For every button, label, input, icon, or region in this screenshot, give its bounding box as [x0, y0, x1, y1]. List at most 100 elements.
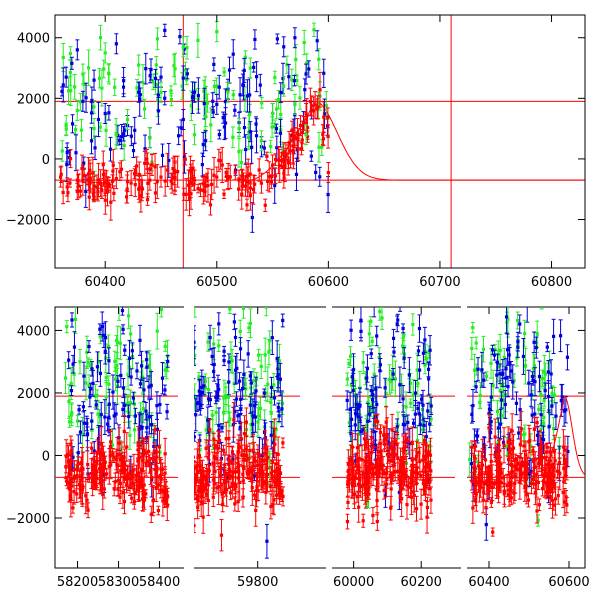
blue-point [238, 404, 243, 415]
data-point [274, 127, 279, 131]
data-point [155, 179, 159, 184]
red-point [145, 193, 150, 206]
data-point [133, 490, 137, 495]
data-point [72, 372, 76, 376]
data-point [162, 488, 166, 493]
data-point [315, 39, 319, 43]
data-point [238, 329, 242, 334]
data-point [92, 468, 96, 472]
data-point [254, 75, 259, 79]
data-point [262, 146, 266, 150]
data-point [84, 381, 88, 385]
data-point [81, 178, 85, 182]
data-point [85, 432, 90, 436]
data-point [205, 101, 210, 105]
data-point [217, 85, 221, 89]
data-point [74, 151, 78, 155]
data-point [254, 389, 258, 393]
data-point [161, 499, 165, 503]
y-tick-label: −2000 [6, 214, 50, 229]
data-point [272, 383, 276, 387]
data-point [120, 135, 124, 139]
red-point [165, 153, 170, 188]
data-point [98, 335, 102, 339]
blue-sample-point [203, 130, 208, 152]
data-point [71, 506, 75, 510]
data-point [121, 386, 126, 390]
green-point [163, 340, 168, 352]
data-point [155, 329, 159, 333]
green-point [83, 365, 88, 401]
green-point [115, 325, 120, 359]
data-point [300, 130, 305, 135]
data-point [270, 336, 274, 340]
green-point [289, 68, 294, 92]
data-point [120, 308, 125, 313]
data-point [215, 390, 219, 395]
data-point [107, 184, 111, 188]
data-point [148, 469, 153, 473]
data-point [169, 97, 174, 102]
data-point [70, 467, 74, 472]
data-point [64, 75, 68, 79]
data-point [78, 360, 82, 364]
blue-point [199, 369, 204, 406]
data-point [101, 172, 106, 177]
bottom-panel: 58200 58300 58400 59800 60000 60200 60400 60600… [6, 266, 590, 590]
green-point [104, 372, 109, 384]
data-point [104, 395, 108, 399]
data-point [70, 61, 74, 65]
data-point [298, 96, 302, 100]
data-point [192, 90, 197, 94]
data-point [88, 395, 92, 399]
data-point [103, 181, 107, 185]
data-point [116, 379, 120, 384]
data-point [273, 124, 277, 129]
data-point [288, 149, 293, 153]
data-point [125, 483, 129, 487]
data-point [173, 67, 177, 71]
data-point [75, 48, 79, 52]
blue-point [274, 123, 279, 134]
data-point [85, 498, 89, 502]
data-point [314, 170, 318, 175]
data-point [231, 135, 235, 139]
data-point [193, 307, 197, 308]
blue-point [130, 266, 134, 299]
blue-point [226, 368, 231, 396]
data-point [201, 142, 205, 147]
red-point [141, 437, 146, 472]
data-point [210, 182, 214, 187]
data-point [215, 102, 219, 106]
data-point [109, 440, 113, 444]
x-tick-label: 60500 [196, 275, 237, 290]
blue-point [240, 377, 245, 400]
data-point [221, 116, 225, 120]
red-point [140, 486, 145, 512]
data-point [81, 72, 85, 76]
data-point [67, 486, 71, 490]
data-point [125, 117, 130, 122]
data-point [98, 481, 102, 485]
data-point [239, 160, 244, 165]
data-point [276, 405, 280, 410]
data-point [326, 116, 330, 120]
red-point [288, 133, 293, 169]
red-sample-point [259, 172, 264, 194]
blue-point [246, 340, 251, 368]
data-point [163, 344, 167, 348]
data-point [304, 111, 308, 116]
data-point [290, 78, 294, 82]
green-point [241, 307, 246, 319]
data-point [133, 428, 137, 432]
data-point [133, 169, 138, 173]
blue-point [69, 56, 74, 70]
data-point [287, 141, 291, 145]
blue-point [107, 388, 112, 420]
data-point [157, 483, 161, 487]
red-point [208, 194, 213, 216]
blue-point [250, 202, 255, 233]
blue-point [181, 65, 186, 91]
data-point [81, 99, 85, 103]
data-point [81, 467, 85, 471]
